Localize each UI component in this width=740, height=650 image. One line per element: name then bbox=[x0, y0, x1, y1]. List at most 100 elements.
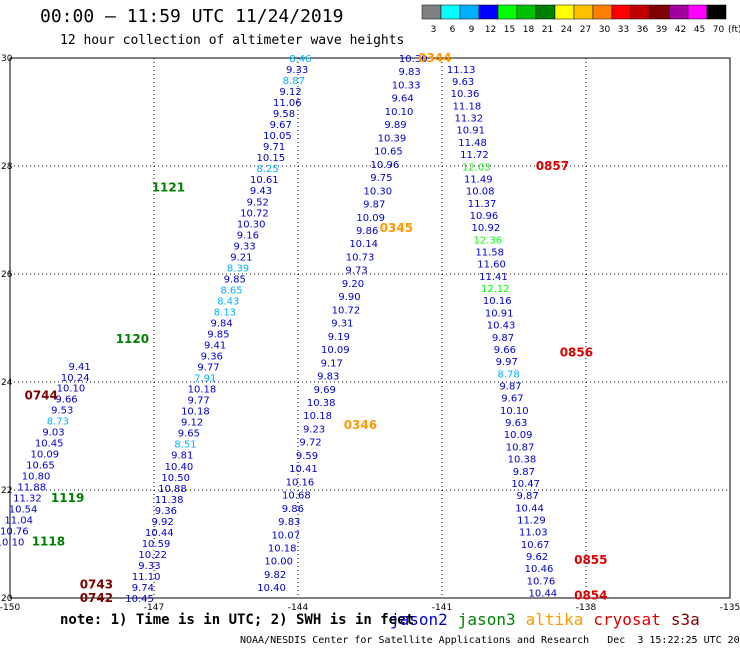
footer-credit: NOAA/NESDIS Center for Satellite Applica… bbox=[240, 635, 740, 646]
wave-height-label: 9.63 bbox=[452, 77, 474, 88]
colorbar-swatch bbox=[706, 4, 727, 20]
pass-time-label: 0857 bbox=[536, 159, 569, 173]
plot-frame bbox=[9, 57, 731, 599]
wave-height-label: 9.87 bbox=[492, 333, 514, 344]
wave-height-label: 11.48 bbox=[458, 138, 487, 149]
wave-height-label: 7.91 bbox=[194, 374, 216, 385]
wave-height-label: 10.30 bbox=[237, 219, 266, 230]
wave-height-label: 9.62 bbox=[526, 552, 548, 563]
wave-height-label: 9.77 bbox=[188, 396, 210, 407]
colorbar-swatch bbox=[573, 4, 594, 20]
wave-height-label: 9.21 bbox=[230, 252, 252, 263]
wave-height-label: 9.69 bbox=[314, 385, 336, 396]
track-b: 10.1010.7611.0410.5411.3211.8810.8010.65… bbox=[0, 362, 91, 549]
wave-height-label: 9.87 bbox=[363, 200, 385, 211]
wave-height-label: 10.92 bbox=[472, 223, 501, 234]
wave-height-label: 9.41 bbox=[68, 362, 90, 373]
wave-height-label: 9.81 bbox=[171, 451, 193, 462]
wave-height-label: 10.91 bbox=[456, 126, 485, 137]
colorbar-label: 27 bbox=[580, 25, 591, 35]
track-d: 10.4410.7610.469.6210.6711.0311.2910.449… bbox=[447, 65, 557, 600]
wave-height-label: 10.41 bbox=[289, 464, 318, 475]
wave-height-label: 9.17 bbox=[321, 358, 343, 369]
wave-height-label: 11.06 bbox=[273, 98, 302, 109]
wave-height-label: 9.19 bbox=[328, 332, 350, 343]
wave-height-label: 9.12 bbox=[181, 418, 203, 429]
wave-height-label: 10.76 bbox=[527, 576, 556, 587]
wave-height-label: 9.87 bbox=[516, 491, 538, 502]
pass-time-label: 0855 bbox=[574, 553, 607, 567]
wave-height-label: 9.66 bbox=[55, 395, 77, 406]
wave-height-label: 9.58 bbox=[273, 109, 295, 120]
colorbar-label: 6 bbox=[450, 25, 456, 35]
wave-height-label: 9.72 bbox=[299, 438, 321, 449]
wave-height-label: 9.73 bbox=[345, 266, 367, 277]
wave-height-label: 10.40 bbox=[257, 583, 286, 594]
colorbar-label: 18 bbox=[523, 25, 535, 35]
x-tick-label: -147 bbox=[144, 603, 164, 613]
wave-height-label: 9.67 bbox=[501, 394, 523, 405]
wave-height-label: 10.59 bbox=[142, 539, 171, 550]
wave-height-label: 8.25 bbox=[256, 164, 278, 175]
chart-grid bbox=[10, 58, 730, 598]
wave-height-label: 10.09 bbox=[504, 430, 533, 441]
wave-height-label: 10.44 bbox=[145, 528, 174, 539]
wave-height-label: 9.83 bbox=[317, 372, 339, 383]
y-tick-label: 20 bbox=[1, 594, 13, 604]
colorbar-swatch bbox=[592, 4, 613, 20]
pass-time-label: 0346 bbox=[344, 418, 377, 432]
wave-height-label: 10.65 bbox=[26, 461, 55, 472]
colorbar-label: 70 bbox=[713, 25, 725, 35]
wave-height-label: 10.10 bbox=[57, 384, 86, 395]
pass-time-label: 1121 bbox=[152, 181, 185, 195]
colorbar-swatch bbox=[459, 4, 480, 20]
pass-time-label: 0742 bbox=[80, 591, 113, 605]
wave-height-label: 11.37 bbox=[468, 199, 497, 210]
wave-height-label: 10.43 bbox=[487, 321, 516, 332]
wave-height-label: 11.72 bbox=[460, 150, 489, 161]
wave-height-label: 10.10 bbox=[500, 406, 529, 417]
wave-height-label: 10.14 bbox=[349, 239, 378, 250]
wave-height-label: 11.49 bbox=[464, 174, 493, 185]
wave-height-label: 11.60 bbox=[477, 260, 506, 271]
colorbar-swatch bbox=[554, 4, 575, 20]
wave-height-label: 10.18 bbox=[188, 385, 217, 396]
wave-height-label: 12.36 bbox=[473, 235, 502, 246]
wave-height-label: 9.85 bbox=[224, 274, 246, 285]
wave-height-label: 11.03 bbox=[519, 528, 548, 539]
wave-height-label: 10.18 bbox=[181, 407, 210, 418]
wave-height-label: 10.47 bbox=[511, 479, 540, 490]
wave-height-label: 10.87 bbox=[506, 442, 535, 453]
wave-height-label: 10.16 bbox=[483, 296, 512, 307]
wave-height-label: 9.64 bbox=[391, 94, 413, 105]
wave-height-label: 11.32 bbox=[13, 493, 42, 504]
pass-time-label: 0345 bbox=[380, 221, 413, 235]
wave-height-label: 8.78 bbox=[498, 369, 520, 380]
wave-height-label: 9.87 bbox=[499, 382, 521, 393]
legend-cryosat: cryosat bbox=[593, 610, 661, 629]
wave-height-label: 9.33 bbox=[233, 241, 255, 252]
pass-time-label: 1120 bbox=[116, 332, 149, 346]
wave-height-label: 10.44 bbox=[528, 589, 557, 600]
legend-altika: altika bbox=[525, 610, 584, 629]
wave-height-label: 10.96 bbox=[470, 211, 499, 222]
wave-height-label: 9.71 bbox=[263, 142, 285, 153]
wave-height-label: 9.36 bbox=[201, 352, 223, 363]
y-tick-label: 26 bbox=[1, 270, 13, 280]
colorbar-swatch bbox=[421, 4, 442, 20]
wave-height-label: 9.67 bbox=[270, 120, 292, 131]
wave-height-label: 10.24 bbox=[61, 373, 90, 384]
wave-height-label: 10.72 bbox=[240, 208, 269, 219]
wave-height-label: 10.09 bbox=[321, 345, 350, 356]
y-tick-label: 28 bbox=[1, 162, 13, 172]
wave-height-label: 8.51 bbox=[174, 440, 196, 451]
wave-height-label: 11.04 bbox=[4, 515, 33, 526]
wave-height-label: 10.38 bbox=[508, 455, 537, 466]
wave-height-label: 8.73 bbox=[47, 417, 69, 428]
wave-height-label: 11.58 bbox=[475, 248, 504, 259]
track-a: 10.459.7411.109.3310.2210.5910.449.929.3… bbox=[125, 54, 311, 605]
track-c: 10.40 9.82 10.00 10.18 10.07 9.83 9.86 10.68 10.… bbox=[257, 54, 427, 594]
wave-height-label: 10.07 bbox=[271, 530, 300, 541]
